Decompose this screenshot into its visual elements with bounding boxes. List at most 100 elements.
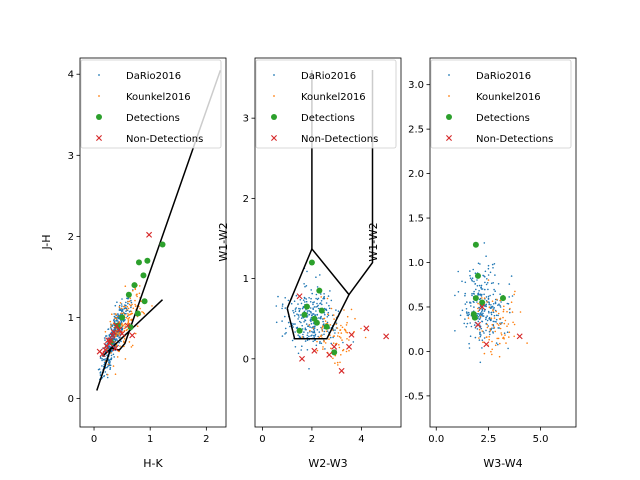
- kounkel-point: [131, 303, 133, 306]
- kounkel-point: [127, 317, 129, 320]
- detection-marker: [323, 323, 330, 330]
- non-detection-marker: [124, 322, 131, 329]
- dario-point: [487, 325, 490, 327]
- dario-point: [309, 326, 311, 328]
- legend-label: Non-Detections: [476, 134, 553, 145]
- dario-point: [473, 306, 475, 308]
- dario-point: [281, 303, 284, 306]
- dario-point: [98, 368, 101, 370]
- dario-point: [318, 331, 321, 333]
- dario-point: [311, 292, 314, 295]
- dario-point: [324, 348, 326, 350]
- kounkel-point: [326, 297, 329, 300]
- dario-point: [493, 306, 495, 309]
- dario-point: [295, 307, 298, 309]
- kounkel-point: [486, 323, 489, 326]
- detection-marker: [114, 322, 121, 329]
- kounkel-point: [321, 325, 324, 327]
- kounkel-point: [127, 314, 130, 317]
- non-detection-marker: [331, 343, 338, 350]
- dario-point: [284, 327, 287, 330]
- dario-point: [104, 358, 106, 360]
- dario-point: [476, 301, 478, 303]
- dario-point: [294, 323, 296, 325]
- dario-point: [293, 300, 296, 303]
- non-detection-marker: [483, 341, 490, 348]
- dario-point: [468, 313, 470, 316]
- dario-point: [112, 324, 114, 326]
- dario-point: [105, 335, 107, 337]
- kounkel-point: [340, 324, 342, 327]
- dario-point: [342, 341, 344, 344]
- dario-point: [325, 302, 328, 304]
- dario-point: [320, 342, 323, 345]
- dario-point: [284, 333, 286, 335]
- dario-point: [483, 242, 486, 244]
- kounkel-point: [130, 346, 133, 348]
- kounkel-point: [491, 340, 493, 343]
- kounkel-point: [478, 328, 481, 331]
- legend-kounkel-marker: [273, 95, 275, 97]
- y-tick-label: 3: [243, 114, 249, 125]
- dario-point: [311, 330, 313, 333]
- kounkel-point: [134, 303, 136, 306]
- dario-point: [326, 316, 329, 318]
- dario-point: [483, 337, 486, 339]
- kounkel-point: [127, 307, 130, 310]
- kounkel-point: [127, 313, 129, 315]
- dario-point: [470, 305, 472, 307]
- kounkel-point: [151, 305, 153, 307]
- dario-point: [481, 320, 483, 323]
- dario-point: [488, 312, 490, 314]
- kounkel-point: [122, 340, 125, 343]
- kounkel-point: [136, 325, 139, 328]
- kounkel-point: [125, 316, 128, 319]
- dario-point: [307, 325, 310, 328]
- dario-point: [487, 297, 490, 300]
- dario-point: [465, 308, 468, 310]
- dario-point: [476, 279, 478, 281]
- dario-point: [480, 288, 483, 290]
- dario-point: [469, 322, 472, 324]
- kounkel-point: [333, 318, 335, 320]
- legend-kounkel-marker: [448, 95, 450, 97]
- dario-point: [490, 304, 492, 306]
- kounkel-point: [116, 315, 119, 318]
- kounkel-point: [491, 323, 494, 326]
- dario-point: [314, 333, 317, 336]
- dario-point: [469, 270, 471, 272]
- legend-label: Detections: [301, 113, 355, 124]
- kounkel-point: [110, 352, 112, 354]
- dario-point: [304, 327, 307, 330]
- y-tick-label: 0.0: [408, 347, 424, 358]
- dario-point: [464, 294, 466, 297]
- dario-point: [330, 299, 333, 302]
- detection-marker: [135, 259, 142, 266]
- kounkel-point: [483, 352, 486, 355]
- kounkel-point: [123, 323, 126, 326]
- dario-point: [329, 290, 331, 292]
- detection-marker: [479, 299, 486, 306]
- y-tick-label: 2.5: [408, 125, 424, 136]
- dario-point: [463, 322, 466, 325]
- kounkel-point: [320, 335, 322, 338]
- dario-point: [480, 284, 483, 287]
- dario-point: [466, 322, 469, 325]
- dario-point: [466, 301, 468, 303]
- kounkel-point: [348, 339, 350, 341]
- dario-point: [118, 304, 121, 307]
- dario-point: [478, 339, 481, 341]
- non-detection-marker: [296, 293, 303, 300]
- dario-point: [297, 314, 300, 316]
- kounkel-point: [124, 325, 126, 327]
- dario-point: [322, 320, 324, 323]
- dario-point: [494, 290, 497, 293]
- dario-point: [284, 307, 287, 309]
- dario-point: [481, 339, 484, 342]
- legend-dario-marker: [273, 74, 275, 76]
- non-detection-marker: [311, 347, 318, 354]
- legend-label: Detections: [126, 113, 180, 124]
- dario-point: [335, 309, 337, 311]
- dario-point: [293, 315, 296, 317]
- kounkel-point: [104, 331, 107, 333]
